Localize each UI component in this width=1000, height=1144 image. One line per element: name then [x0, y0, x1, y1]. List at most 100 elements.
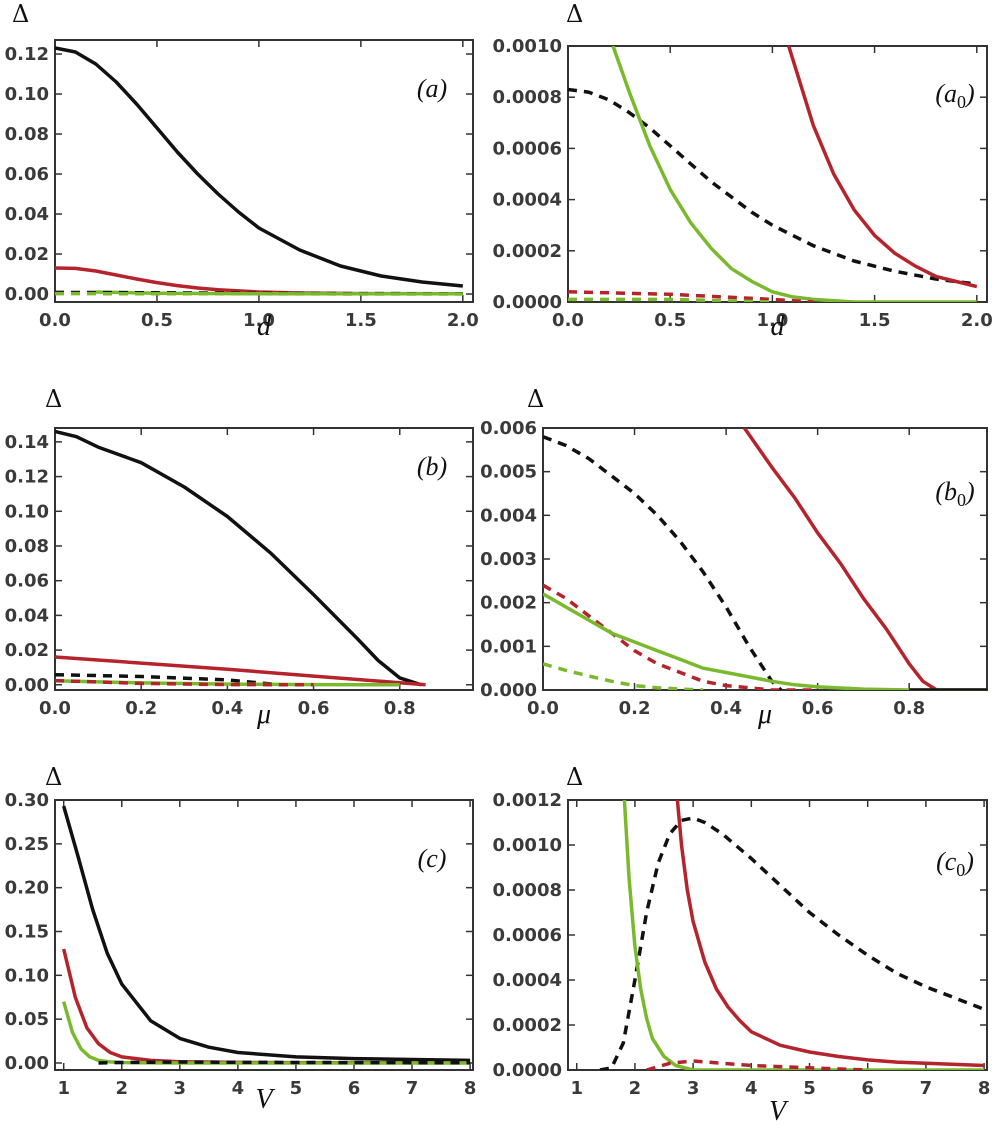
x-tick-label: 8 — [978, 1078, 991, 1099]
panel-label: (c0) — [936, 847, 974, 880]
x-axis-label: d — [257, 311, 272, 342]
x-tick-label: 5 — [290, 1078, 303, 1099]
x-tick-label: 0.5 — [141, 310, 173, 331]
series-line-black-dashed — [568, 87, 978, 286]
x-tick-label: 7 — [406, 1078, 419, 1099]
y-tick-label: 0.0008 — [493, 880, 562, 901]
x-tick-label: 6 — [348, 1078, 361, 1099]
x-tick-label: 4 — [745, 1078, 758, 1099]
y-tick-label: 0.001 — [480, 636, 537, 657]
series-line-red-solid — [675, 800, 985, 1068]
y-tick-label: 0.0002 — [493, 241, 562, 262]
x-tick-label: 4 — [232, 1078, 245, 1099]
x-tick-label: 0.6 — [298, 698, 330, 719]
panel-label: (c) — [418, 844, 447, 873]
series-line-red-solid — [55, 655, 426, 687]
series-line-red-solid — [742, 428, 938, 690]
y-tick-label: 0.08 — [5, 124, 49, 145]
y-tick-label: 0.005 — [480, 462, 537, 483]
y-axis-label: Δ — [527, 385, 544, 413]
y-tick-label: 0.006 — [480, 418, 537, 439]
y-axis-label: Δ — [566, 0, 583, 28]
y-tick-label: 0.06 — [5, 164, 49, 185]
y-tick-label: 0.002 — [480, 593, 537, 614]
y-axis-label: Δ — [566, 763, 583, 791]
series-line-red-dashed — [543, 583, 818, 690]
y-tick-label: 0.00 — [5, 1053, 49, 1074]
panel-label: (a) — [417, 74, 447, 103]
plot-frame — [54, 799, 474, 1071]
y-tick-label: 0.0002 — [493, 1015, 562, 1036]
y-tick-label: 0.12 — [5, 44, 49, 65]
series-line-red-dashed — [568, 290, 814, 302]
y-tick-label: 0.05 — [5, 1009, 49, 1030]
y-axis-label: Δ — [45, 763, 62, 791]
series-line-green-dashed — [568, 297, 773, 302]
x-axis-label: μ — [757, 699, 772, 730]
y-tick-label: 0.00 — [5, 284, 49, 305]
series-line-red-solid — [55, 266, 463, 296]
y-tick-label: 0.0010 — [493, 835, 562, 856]
series-line-red-solid — [61, 948, 471, 1065]
x-tick-label: 0.0 — [552, 310, 584, 331]
series-line-green-dashed — [543, 662, 704, 690]
y-tick-label: 0.04 — [5, 204, 49, 225]
x-tick-label: 6 — [861, 1078, 874, 1099]
series-line-green-solid — [611, 46, 977, 302]
y-tick-label: 0.0004 — [493, 190, 562, 211]
x-tick-label: 0.4 — [211, 698, 243, 719]
y-tick-label: 0.003 — [480, 549, 537, 570]
plot-frame — [567, 45, 988, 303]
series-line-black-solid — [62, 805, 471, 1063]
y-tick-label: 0.02 — [5, 640, 49, 661]
series-line-red-dashed — [55, 678, 314, 687]
x-tick-label: 7 — [920, 1078, 933, 1099]
series-line-green-solid — [55, 679, 400, 687]
y-tick-label: 0.004 — [480, 505, 537, 526]
plot-frame — [567, 799, 988, 1071]
x-tick-label: 3 — [174, 1078, 187, 1099]
series-line-black-solid — [55, 429, 422, 687]
y-tick-label: 0.0008 — [493, 87, 562, 108]
y-tick-label: 0.0012 — [493, 790, 562, 811]
series-line-green-solid — [543, 592, 987, 690]
x-tick-label: 2 — [115, 1078, 128, 1099]
y-tick-label: 0.02 — [5, 244, 49, 265]
y-tick-label: 0.0000 — [493, 1060, 562, 1081]
series-line-black-dashed — [599, 816, 985, 1070]
x-tick-label: 0.0 — [39, 310, 71, 331]
y-tick-label: 0.15 — [5, 921, 49, 942]
x-tick-label: 1 — [57, 1078, 70, 1099]
x-tick-label: 0.0 — [39, 698, 71, 719]
x-tick-label: 0.4 — [710, 698, 742, 719]
x-tick-label: 0.8 — [893, 698, 925, 719]
y-tick-label: 0.25 — [5, 834, 49, 855]
panel-b0: 0.0 0.2 0.4 0.6 0.8 0.000 0.001 0.002 0.003 0.004… — [480, 385, 988, 730]
y-tick-label: 0.10 — [5, 965, 49, 986]
x-tick-label: 1.5 — [859, 310, 891, 331]
y-tick-label: 0.06 — [5, 571, 49, 592]
y-tick-label: 0.12 — [5, 467, 49, 488]
x-tick-label: 2.0 — [961, 310, 993, 331]
x-tick-label: 1.5 — [345, 310, 377, 331]
x-tick-label: 0.8 — [384, 698, 416, 719]
series-line-black-solid — [55, 46, 463, 288]
y-axis-label: Δ — [12, 0, 29, 28]
plot-frame — [54, 39, 474, 303]
x-tick-label: 2.0 — [447, 310, 479, 331]
x-axis-label: V — [769, 1096, 789, 1127]
x-tick-label: 1 — [570, 1078, 583, 1099]
y-tick-label: 0.0006 — [493, 925, 562, 946]
series-line-green-solid — [622, 800, 985, 1070]
panel-a: 0.0 0.5 1.0 1.5 2.0 0.00 0.02 0.04 0.06 0.08 0.10 0… — [5, 0, 479, 342]
plot-frame — [542, 427, 988, 691]
y-tick-label: 0.30 — [5, 790, 49, 811]
series-line-black-dashed — [543, 435, 783, 690]
x-tick-label: 1.0 — [243, 310, 275, 331]
panel-label: (b) — [417, 452, 447, 481]
y-tick-label: 0.20 — [5, 878, 49, 899]
y-tick-label: 0.0000 — [493, 292, 562, 313]
y-tick-label: 0.10 — [5, 84, 49, 105]
series-line-red-solid — [787, 46, 978, 289]
x-tick-label: 0.2 — [619, 698, 651, 719]
